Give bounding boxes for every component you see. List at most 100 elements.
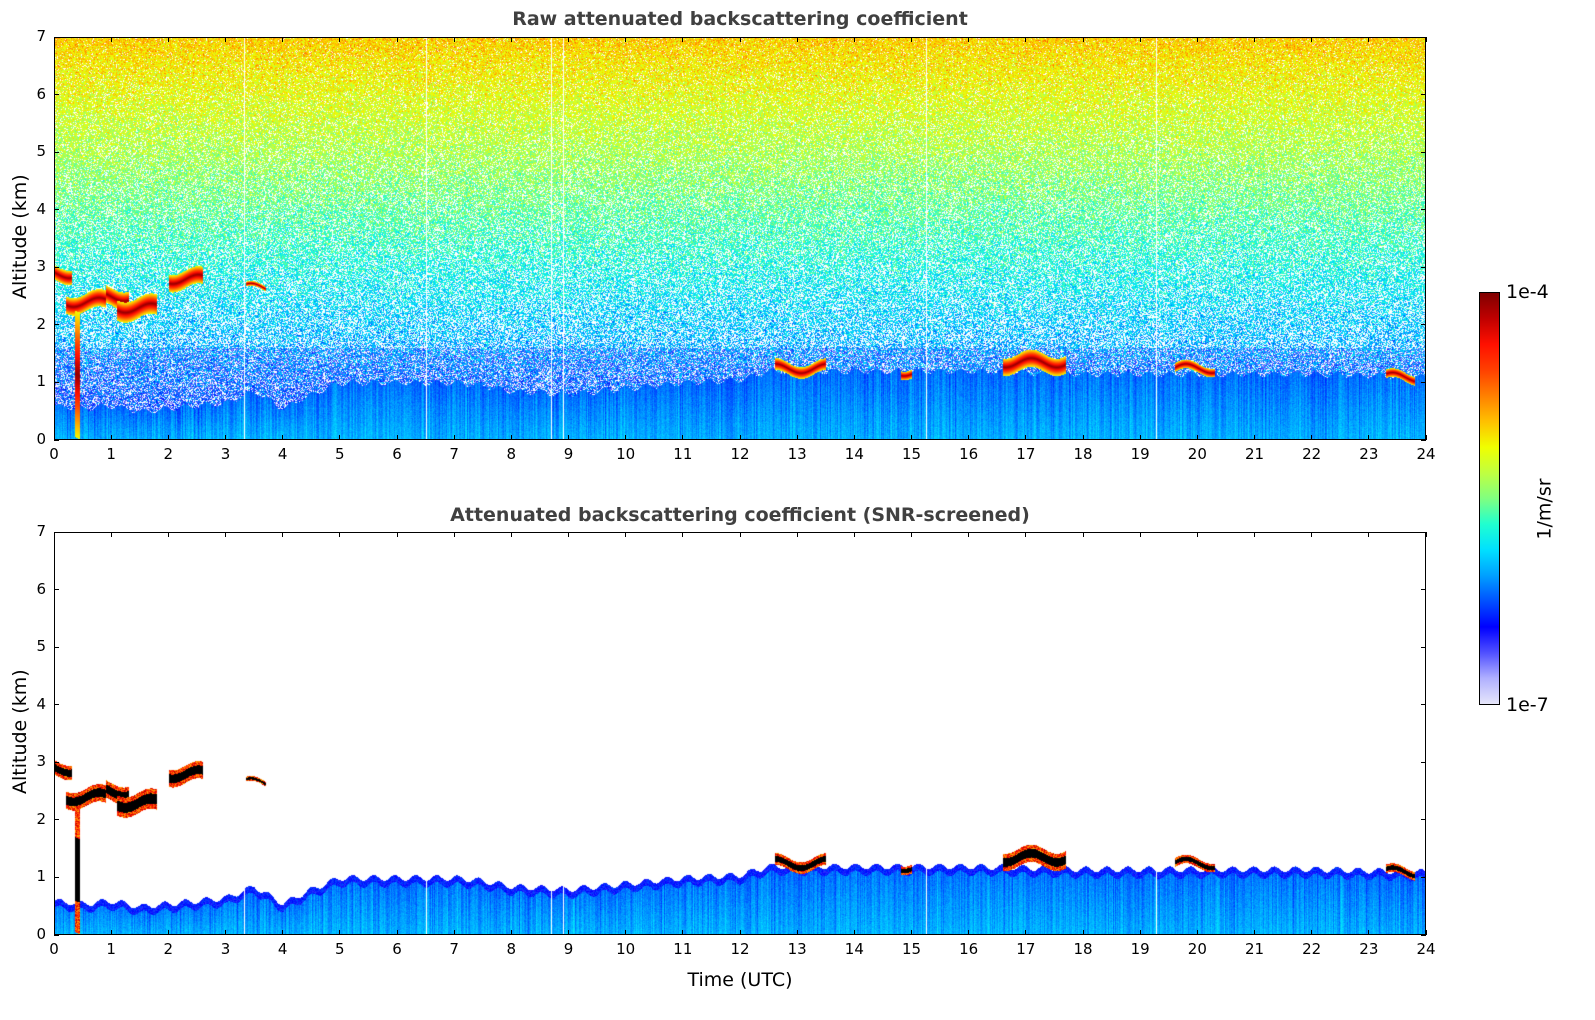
x-tick-label: 8 xyxy=(506,940,517,958)
x-tick-mark xyxy=(853,930,855,935)
x-tick-mark xyxy=(968,532,970,537)
y-tick-label: 3 xyxy=(36,257,46,276)
x-tick-mark xyxy=(167,930,169,935)
y-tick-label: 7 xyxy=(36,522,46,540)
x-tick-mark xyxy=(510,435,512,440)
x-tick-label: 22 xyxy=(1302,445,1322,463)
x-tick-label: 15 xyxy=(901,445,922,463)
x-tick-mark xyxy=(911,435,912,440)
x-tick-mark xyxy=(53,37,55,42)
x-tick-mark xyxy=(453,930,455,935)
x-tick-mark xyxy=(1082,532,1084,537)
x-tick-mark xyxy=(1254,435,1255,440)
y-tick-label: 6 xyxy=(36,84,46,103)
x-tick-mark xyxy=(396,435,398,440)
x-tick-mark xyxy=(53,435,55,440)
x-tick-mark xyxy=(1254,37,1255,42)
y-tick-mark xyxy=(54,531,59,533)
x-tick-mark xyxy=(968,37,970,42)
x-tick-mark xyxy=(225,930,226,935)
x-tick-mark xyxy=(1311,930,1313,935)
x-tick-mark xyxy=(1082,37,1084,42)
x-tick-label: 22 xyxy=(1302,940,1322,958)
x-tick-mark xyxy=(110,435,112,440)
x-tick-mark xyxy=(167,435,169,440)
x-tick-mark xyxy=(339,532,341,537)
x-tick-label: 0 xyxy=(49,445,59,463)
x-tick-label: 18 xyxy=(1073,940,1093,958)
x-tick-mark xyxy=(625,37,627,42)
x-tick-mark xyxy=(510,37,512,42)
x-tick-mark xyxy=(625,930,627,935)
x-tick-mark xyxy=(339,37,341,42)
y-tick-mark xyxy=(54,761,59,763)
y-tick-mark xyxy=(1421,761,1426,763)
x-tick-mark xyxy=(1139,930,1141,935)
x-tick-mark xyxy=(1025,930,1027,935)
x-tick-mark xyxy=(1025,532,1027,537)
y-tick-label: 2 xyxy=(36,314,46,333)
x-tick-mark xyxy=(396,532,398,537)
top-chart-axes: 0 1 2 3 4 5 6 7 8 9 10 11 12 13 14 15 16 17 18 19 20 21 22 23 24… xyxy=(36,27,1435,463)
x-tick-label: 16 xyxy=(959,940,979,958)
top-chart-title: Raw attenuated backscattering coefficien… xyxy=(512,8,968,30)
x-tick-mark xyxy=(225,435,226,440)
y-tick-mark xyxy=(54,876,59,878)
x-tick-label: 0 xyxy=(49,940,59,958)
y-tick-mark xyxy=(1421,876,1426,878)
x-tick-label: 4 xyxy=(277,445,288,463)
x-tick-mark xyxy=(1139,37,1141,42)
x-tick-mark xyxy=(911,930,912,935)
x-tick-label: 6 xyxy=(392,445,402,463)
x-tick-mark xyxy=(682,930,684,935)
y-tick-mark xyxy=(54,381,59,383)
x-tick-mark xyxy=(396,37,398,42)
y-tick-mark xyxy=(54,151,59,153)
bottom-y-axis-label: Altitude (km) xyxy=(9,669,31,794)
y-tick-mark xyxy=(1421,819,1426,821)
x-tick-label: 21 xyxy=(1244,940,1265,958)
x-tick-label: 19 xyxy=(1130,940,1150,958)
x-tick-label: 24 xyxy=(1416,940,1436,958)
y-tick-label: 0 xyxy=(36,925,46,943)
y-tick-mark xyxy=(1421,36,1426,38)
y-tick-mark xyxy=(1421,94,1426,96)
x-tick-mark xyxy=(1368,37,1370,42)
y-tick-label: 4 xyxy=(36,199,46,218)
x-tick-mark xyxy=(682,532,684,537)
x-tick-mark xyxy=(568,930,569,935)
raw-backscatter-heatmap xyxy=(54,37,1426,440)
x-tick-label: 2 xyxy=(163,445,174,463)
x-tick-mark xyxy=(968,435,970,440)
y-tick-label: 0 xyxy=(36,430,46,448)
x-tick-mark xyxy=(110,532,112,537)
x-tick-mark xyxy=(453,435,455,440)
x-tick-mark xyxy=(739,930,741,935)
x-tick-mark xyxy=(796,532,798,537)
x-tick-label: 5 xyxy=(335,940,345,958)
x-tick-mark xyxy=(1025,37,1027,42)
x-tick-mark xyxy=(453,532,455,537)
y-tick-mark xyxy=(1421,209,1426,211)
x-tick-mark xyxy=(1254,532,1255,537)
x-tick-mark xyxy=(853,435,855,440)
x-tick-mark xyxy=(167,37,169,42)
colorbar-max-label: 1e-4 xyxy=(1506,281,1549,303)
y-tick-label: 7 xyxy=(36,27,46,45)
x-tick-mark xyxy=(282,532,284,537)
x-tick-label: 13 xyxy=(787,445,807,463)
y-tick-mark xyxy=(1421,439,1426,441)
x-tick-mark xyxy=(282,930,284,935)
x-tick-mark xyxy=(911,37,912,42)
y-tick-label: 6 xyxy=(36,579,46,598)
x-tick-label: 12 xyxy=(730,940,750,958)
x-axis-label: Time (UTC) xyxy=(687,969,793,991)
x-tick-label: 4 xyxy=(277,940,288,958)
x-tick-label: 17 xyxy=(1016,445,1036,463)
x-tick-mark xyxy=(510,930,512,935)
y-tick-mark xyxy=(1421,589,1426,591)
x-tick-label: 14 xyxy=(844,940,864,958)
x-tick-label: 1 xyxy=(106,445,116,463)
x-tick-mark xyxy=(1311,435,1313,440)
screened-backscatter-heatmap xyxy=(54,532,1426,935)
